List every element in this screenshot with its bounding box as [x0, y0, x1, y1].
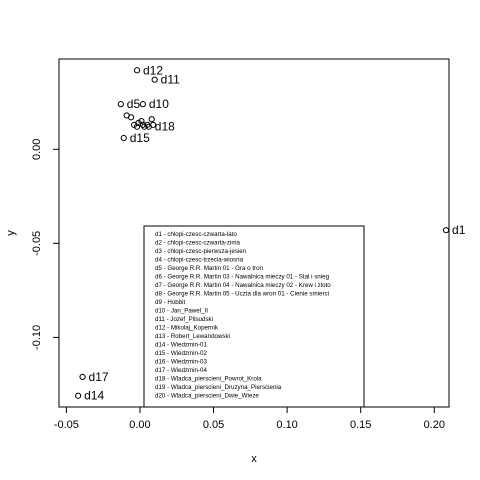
legend-entry: d14 - Wiedzmin-01 [155, 342, 207, 349]
data-point-d8 [144, 121, 151, 128]
legend-entry: d1 - chlopi-czesc-czwarta-lato [155, 231, 237, 238]
plot-frame [58, 58, 450, 408]
x-tick-label: 0.20 [424, 419, 445, 431]
legend-entry: d5 - George R.R. Martin 01 - Gra o tron [155, 265, 264, 272]
data-point-d20 [150, 121, 157, 128]
legend-entry: d17 - Wiedzmin-04 [155, 367, 207, 374]
y-axis-label: y [5, 230, 17, 236]
x-axis: -0.05 0.00 0.05 0.10 0.15 0.20 [54, 407, 445, 431]
data-point-d19 [128, 114, 135, 121]
data-point-d9 [133, 123, 141, 130]
point-label-d18: d18 [155, 120, 175, 134]
data-point-d15 [120, 134, 127, 142]
x-axis-label: x [251, 453, 257, 465]
legend-entry: d8 - George R.R. Martin 05 - Uczta dla w… [155, 291, 329, 298]
point-label-d10: d10 [149, 97, 169, 111]
y-tick-label: -0.05 [31, 231, 43, 256]
data-point-d4 [139, 121, 146, 128]
legend-entry: d13 - Robert_Lewandowski [155, 333, 230, 340]
data-point-d14 [75, 392, 82, 399]
legend-entry: d16 - Wiedzmin-03 [155, 359, 207, 366]
data-point-d11 [151, 76, 158, 83]
data-point-d12 [133, 67, 141, 74]
data-point-d1 [442, 227, 450, 234]
data-point-d5 [117, 101, 124, 108]
data-point-d17 [79, 373, 86, 381]
legend-entry: d4 - chlopi-czesc-trzecia-wiosna [155, 257, 244, 264]
x-tick-label: 0.00 [129, 419, 150, 431]
legend-entry: d15 - Wiedzmin-02 [155, 350, 207, 357]
point-label-d11: d11 [161, 73, 180, 87]
legend-entry: d3 - chlopi-czesc-pierwsza-jesien [155, 248, 247, 255]
legend-entry: d10 - Jan_Pawel_II [155, 308, 208, 315]
point-label-d12: d12 [143, 63, 163, 77]
x-tick-label: 0.10 [276, 419, 297, 431]
legend-entry: d12 - Mikolaj_Kopernik [155, 325, 219, 332]
point-label-d15: d15 [130, 131, 150, 145]
point-label-d5: d5 [127, 97, 141, 111]
legend-entry: d11 - Jozef_Pilsudski [155, 316, 213, 323]
x-tick-label: -0.05 [54, 419, 79, 431]
point-label-d17: d17 [89, 370, 109, 384]
x-tick-label: 0.05 [203, 419, 224, 431]
legend-entry: d7 - George R.R. Martin 04 - Nawalnica m… [155, 282, 331, 289]
point-label-d14: d14 [84, 389, 104, 403]
legend-entry: d9 - Hobbit [155, 299, 186, 306]
legend-entry: d18 - Wladca_pierscieni_Powrot_Krola [155, 376, 262, 383]
data-point-d13 [148, 116, 155, 123]
legend-entry: d2 - chlopi-czesc-czwarta-zima [155, 240, 240, 247]
y-tick-label: -0.10 [31, 325, 43, 350]
legend-entry: d20 - Wladca_pierscieni_Dwie_Wieze [155, 393, 259, 400]
point-label-d1: d1 [452, 223, 466, 237]
data-point-d10 [139, 101, 146, 108]
legend-box [143, 225, 365, 408]
y-axis: -0.10 -0.05 0.00 [31, 139, 59, 350]
x-tick-label: 0.15 [350, 419, 371, 431]
y-tick-label: 0.00 [31, 139, 43, 160]
legend: d1 - chlopi-czesc-czwarta-lato d2 - chlop… [143, 225, 365, 408]
data-points [75, 67, 450, 399]
legend-entry: d6 - George R.R. Martin 03 - Nawalnica m… [155, 274, 330, 281]
legend-entry: d19 - Wladca_pierscieni_Druzyna_Pierscie… [155, 384, 282, 391]
data-point-d7 [138, 117, 145, 125]
